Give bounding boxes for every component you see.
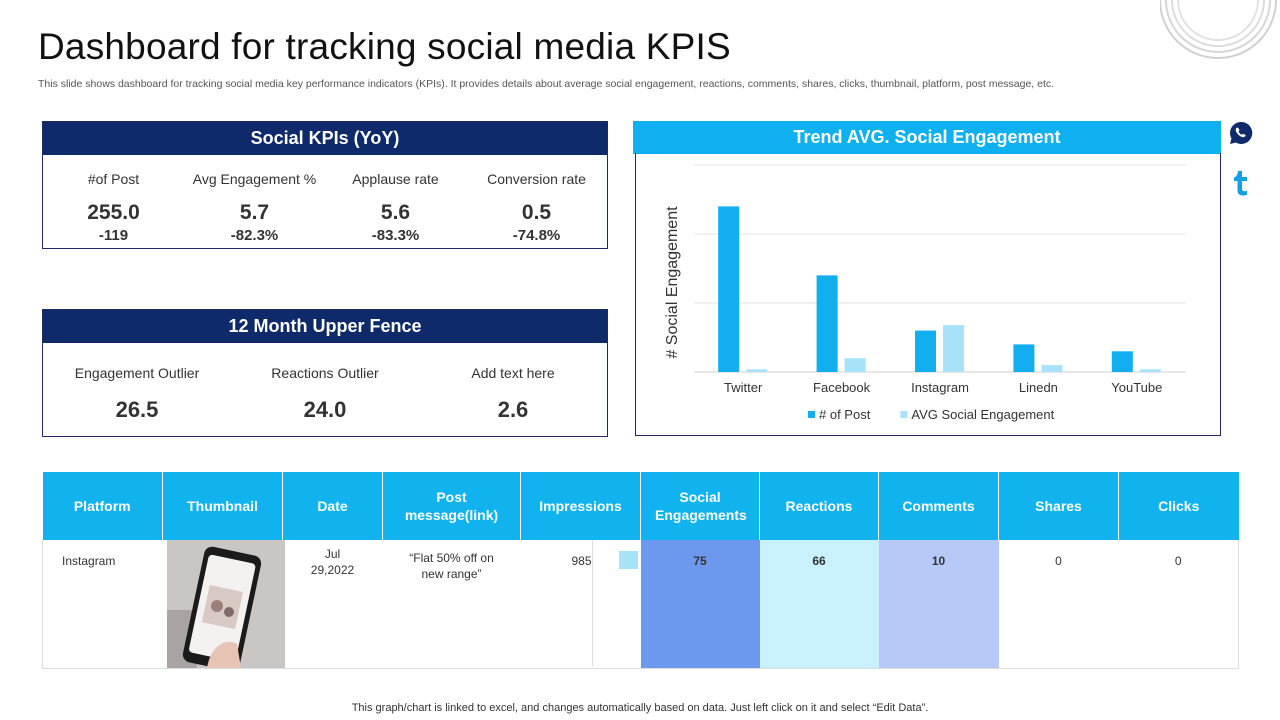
date-value: Jul 29,2022 [310,547,355,577]
col-header-thumbnail[interactable]: Thumbnail [162,472,283,540]
legend-label: AVG Social Engagement [911,407,1054,422]
impressions-value: 985 [521,540,593,666]
cell-platform: Instagram [42,540,163,669]
whatsapp-icon[interactable] [1228,120,1254,146]
col-header-post-message[interactable]: Post message(link) [382,472,521,540]
legend-swatch [900,411,908,418]
table-header-row: Platform Thumbnail Date Post message(lin… [42,472,1239,540]
kpi-value: 5.7 [239,201,270,224]
cell-date: Jul 29,2022 [282,540,383,669]
posts-table: Platform Thumbnail Date Post message(lin… [42,472,1239,669]
cell-shares: 0 [998,540,1119,669]
post-thumbnail-image[interactable] [166,540,285,668]
comments-value: 10 [931,554,946,568]
kpi-delta: -83.3% [371,227,420,244]
table-row[interactable]: Instagram Jul 29,2022 “Flat 50% off [42,540,1239,669]
fence-engagement-outlier: Engagement Outlier 26.5 [43,343,231,423]
kpi-value: 5.6 [380,201,411,224]
platform-value: Instagram [62,554,116,568]
x-tick-label: Twitter [724,380,763,395]
kpi-delta: -74.8% [512,227,561,244]
fence-value: 26.5 [115,397,159,422]
col-header-reactions[interactable]: Reactions [759,472,879,540]
page-title: Dashboard for tracking social media KPIS [38,26,731,67]
bar-of-post-facebook[interactable] [816,275,838,372]
cell-thumbnail [162,540,285,669]
kpi-label: Avg Engagement % [192,171,317,187]
bar-of-post-twitter[interactable] [718,206,740,372]
social-engagements-value: 75 [693,554,707,568]
decorative-circles-icon [1160,0,1277,59]
col-header-platform[interactable]: Platform [42,472,163,540]
tumblr-icon[interactable] [1231,169,1251,197]
fence-value: 2.6 [497,397,529,422]
kpi-avg-engagement: Avg Engagement % 5.7 -82.3% [184,155,325,244]
col-header-impressions[interactable]: Impressions [520,472,641,540]
kpi-applause-rate: Applause rate 5.6 -83.3% [325,155,466,244]
cell-clicks: 0 [1118,540,1239,669]
fence-add-text: Add text here 2.6 [419,343,607,423]
kpi-posts: #of Post 255.0 -119 [43,155,184,244]
x-tick-label: Instagram [911,380,969,395]
bar-of-post-instagram[interactable] [915,330,936,372]
fence-label: Engagement Outlier [74,365,200,381]
x-tick-label: YouTube [1111,380,1162,395]
col-header-comments[interactable]: Comments [878,472,999,540]
bar-avg-social-engagement-youtube[interactable] [1139,369,1161,372]
trend-chart-frame [635,153,1221,436]
bar-avg-social-engagement-facebook[interactable] [844,358,866,372]
col-header-clicks[interactable]: Clicks [1118,472,1239,540]
cell-post-message[interactable]: “Flat 50% off on new range” [382,540,521,669]
fence-label: Reactions Outlier [271,365,379,381]
cell-comments: 10 [878,540,999,669]
kpi-label: #of Post [87,171,140,187]
bar-of-post-linedn[interactable] [1013,344,1035,372]
fence-value: 24.0 [303,397,347,422]
upper-fence-title: 12 Month Upper Fence [43,310,607,343]
bar-avg-social-engagement-twitter[interactable] [746,369,768,372]
y-axis-label: # Social Engagement [664,206,681,359]
cell-impressions: 985 [520,540,641,669]
page-subtitle: This slide shows dashboard for tracking … [38,78,1055,90]
col-header-social-engagements[interactable]: Social Engagements [640,472,760,540]
col-header-date[interactable]: Date [282,472,383,540]
footer-note: This graph/chart is linked to excel, and… [351,702,929,714]
post-message-link[interactable]: “Flat 50% off on new range” [409,551,494,581]
cell-reactions: 66 [759,540,879,669]
col-header-shares[interactable]: Shares [998,472,1119,540]
upper-fence-panel: 12 Month Upper Fence Engagement Outlier … [42,309,608,437]
bar-avg-social-engagement-linedn[interactable] [1041,365,1063,372]
clicks-value: 0 [1174,554,1182,568]
bar-of-post-youtube[interactable] [1111,351,1133,372]
kpi-label: Conversion rate [487,171,586,187]
kpi-delta: -119 [98,227,129,244]
col-header-post-message-text: Post message(link) [404,489,499,523]
social-kpis-title: Social KPIs (YoY) [43,122,607,155]
x-tick-label: Linedn [1019,380,1058,395]
legend-swatch [808,411,815,418]
fence-reactions-outlier: Reactions Outlier 24.0 [231,343,419,423]
kpi-delta: -82.3% [230,227,279,244]
trend-bar-chart[interactable]: Twitter Facebook Instagram Linedn YouTube # S… [636,154,1218,434]
cell-social-engagements: 75 [640,540,760,669]
legend-label: # of Post [819,407,871,422]
bar-avg-social-engagement-instagram[interactable] [943,325,964,372]
kpi-value: 0.5 [521,201,552,224]
impressions-bar [618,551,638,569]
kpi-label: Applause rate [352,171,439,187]
shares-value: 0 [1055,554,1062,568]
col-header-social-engagements-text: Social Engagements [655,489,747,523]
kpi-value: 255.0 [87,201,140,224]
kpi-conversion-rate: Conversion rate 0.5 -74.8% [466,155,607,244]
reactions-value: 66 [812,554,826,568]
fence-label: Add text here [471,365,555,381]
trend-chart-title: Trend AVG. Social Engagement [633,121,1221,154]
x-tick-label: Facebook [813,380,871,395]
social-kpis-panel: Social KPIs (YoY) #of Post 255.0 -119 Av… [42,121,608,249]
